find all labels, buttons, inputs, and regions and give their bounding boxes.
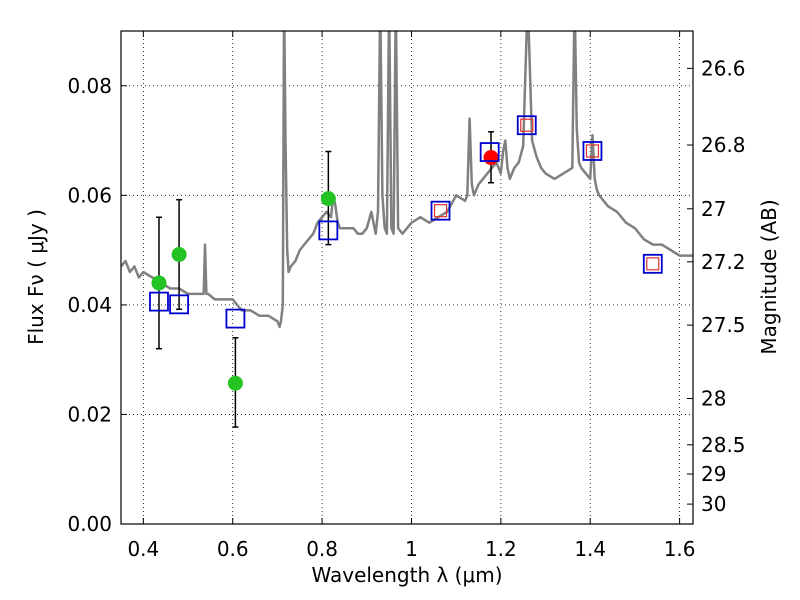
y-tick-label: 0.08 — [67, 74, 112, 98]
x-axis-title: Wavelength λ (μm) — [311, 563, 502, 587]
x-tick-label: 1.6 — [664, 537, 696, 561]
x-tick-label: 1 — [405, 537, 418, 561]
mag-tick-label: 28 — [701, 387, 726, 411]
mag-tick-label: 30 — [701, 492, 726, 516]
y-tick-label: 0.04 — [67, 293, 112, 317]
grid — [121, 31, 693, 524]
mag-tick-label: 29 — [701, 462, 726, 486]
model-point-square — [225, 308, 246, 329]
data-point — [171, 246, 187, 262]
mag-tick-label: 27.5 — [701, 313, 746, 337]
data-point — [151, 275, 167, 291]
model-point-red-square — [433, 204, 448, 218]
x-tick-label: 0.8 — [306, 537, 338, 561]
mag-tick-label: 26.8 — [701, 133, 746, 157]
mag-tick-label: 27 — [701, 197, 726, 221]
model-point-red-square — [585, 144, 600, 158]
model-point-square — [169, 294, 189, 315]
markers — [149, 115, 663, 428]
model-point-square — [149, 291, 169, 312]
model-point-square — [516, 115, 537, 136]
data-point — [483, 150, 499, 166]
model-point-red-square — [520, 118, 534, 132]
mag-tick-label: 27.2 — [701, 250, 746, 274]
y-tick-label: 0.06 — [67, 183, 112, 207]
ticks: 0.4 0.6 0.8 1 1.2 1.4 1.6 0.00 0.02 0.04 0.06 0.08 2… — [67, 31, 746, 561]
y-axis-right-title: Magnitude (AB) — [757, 199, 781, 354]
model-point-red-square — [646, 257, 660, 271]
y-tick-label: 0.00 — [67, 512, 112, 536]
model-point-square — [430, 200, 451, 221]
model-point-square — [318, 220, 339, 241]
mag-tick-label: 26.6 — [701, 56, 746, 80]
model-point-square — [582, 141, 603, 161]
x-tick-label: 1.4 — [574, 537, 606, 561]
y-tick-label: 0.02 — [67, 402, 112, 426]
model-point-square — [642, 253, 663, 274]
mag-tick-label: 28.5 — [701, 433, 746, 457]
y-axis-title: Flux Fν ( μJy ) — [24, 209, 48, 345]
data-point — [320, 191, 336, 207]
plot-frame — [120, 30, 694, 525]
x-tick-label: 1.2 — [485, 537, 517, 561]
data-point — [227, 375, 243, 391]
x-tick-label: 0.6 — [217, 537, 249, 561]
x-tick-label: 0.4 — [127, 537, 159, 561]
model-point-square — [479, 142, 500, 162]
